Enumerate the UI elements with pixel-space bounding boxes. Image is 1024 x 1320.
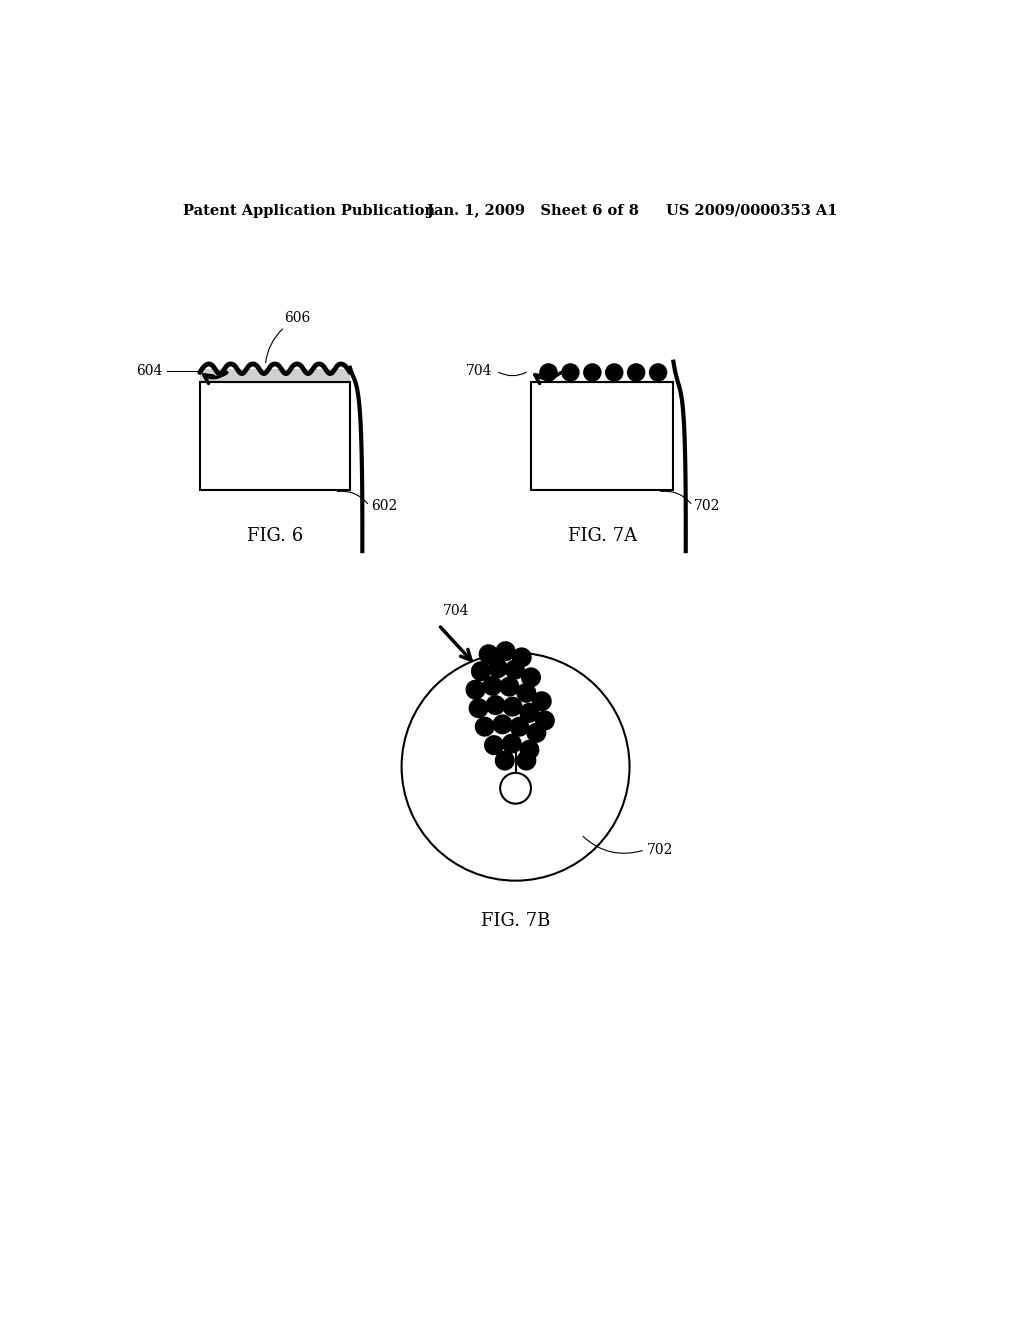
Text: US 2009/0000353 A1: US 2009/0000353 A1 <box>666 203 838 218</box>
Bar <box>200 370 350 381</box>
Text: 702: 702 <box>646 843 673 857</box>
Bar <box>531 381 674 490</box>
Circle shape <box>540 363 558 381</box>
Text: FIG. 7A: FIG. 7A <box>567 527 637 545</box>
Circle shape <box>583 363 601 381</box>
Circle shape <box>649 363 668 381</box>
Circle shape <box>509 717 529 737</box>
Circle shape <box>519 739 540 760</box>
Text: Patent Application Publication: Patent Application Publication <box>183 203 435 218</box>
Text: FIG. 6: FIG. 6 <box>247 527 303 545</box>
Text: 604: 604 <box>136 364 163 378</box>
Circle shape <box>502 734 521 754</box>
Circle shape <box>561 363 580 381</box>
Circle shape <box>526 723 547 743</box>
Text: 704: 704 <box>442 605 469 618</box>
Circle shape <box>516 682 537 702</box>
Text: 704: 704 <box>466 364 493 378</box>
Circle shape <box>495 751 515 771</box>
Circle shape <box>475 717 495 737</box>
Circle shape <box>478 644 499 664</box>
Circle shape <box>500 677 519 697</box>
Circle shape <box>471 661 490 681</box>
Circle shape <box>535 710 555 730</box>
Circle shape <box>531 692 552 711</box>
Circle shape <box>484 735 504 755</box>
Circle shape <box>519 702 540 723</box>
Circle shape <box>496 642 515 661</box>
Bar <box>200 381 350 490</box>
Circle shape <box>505 660 524 680</box>
Circle shape <box>500 774 531 804</box>
Text: 602: 602 <box>371 499 397 512</box>
Circle shape <box>482 676 503 696</box>
Text: 606: 606 <box>285 312 311 326</box>
Circle shape <box>512 647 531 668</box>
Circle shape <box>469 698 488 718</box>
Circle shape <box>521 668 541 688</box>
Circle shape <box>466 680 485 700</box>
Circle shape <box>493 714 512 734</box>
Circle shape <box>401 653 630 880</box>
Circle shape <box>605 363 624 381</box>
Circle shape <box>487 659 508 678</box>
Circle shape <box>503 697 522 717</box>
Circle shape <box>516 751 537 771</box>
Circle shape <box>485 696 506 715</box>
Circle shape <box>627 363 645 381</box>
Text: Jan. 1, 2009   Sheet 6 of 8: Jan. 1, 2009 Sheet 6 of 8 <box>427 203 639 218</box>
Text: 702: 702 <box>694 499 721 512</box>
Text: FIG. 7B: FIG. 7B <box>481 912 550 929</box>
